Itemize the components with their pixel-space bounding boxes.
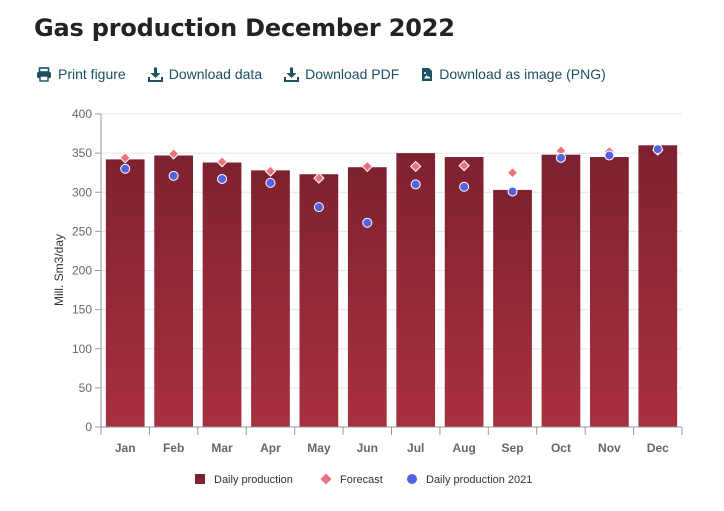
x-tick-label: Mar [211, 441, 233, 455]
bar-daily-production [396, 153, 436, 427]
image-file-icon [421, 67, 433, 82]
forecast-point [167, 148, 180, 160]
forecast-point [119, 152, 131, 164]
forecast-point [313, 172, 325, 184]
bars [105, 145, 678, 428]
x-tick-label: Oct [551, 441, 571, 455]
x-tick-label: Feb [163, 441, 184, 455]
y-tick-label: 400 [72, 107, 92, 121]
forecast-point [216, 156, 228, 168]
page-title: Gas production December 2022 [34, 14, 455, 42]
markers [119, 144, 664, 228]
download-pdf-button[interactable]: Download PDF [284, 66, 399, 82]
legend-swatch-daily-2021 [407, 474, 417, 484]
axes: 0 50 100 150 200 250 300 350 400 Jan Feb Mar Apr May J… [72, 107, 683, 455]
y-tick-label: 250 [72, 224, 92, 238]
download-icon [284, 67, 300, 82]
legend-label: Daily production [214, 474, 293, 486]
forecast-point [458, 159, 470, 172]
y-tick-label: 300 [72, 185, 92, 199]
x-tick-label: Jan [115, 441, 136, 455]
legend-swatch-daily-production [195, 474, 205, 484]
y-tick-label: 350 [72, 146, 92, 160]
bar-daily-production [541, 154, 581, 427]
y-tick-label: 200 [72, 264, 92, 278]
x-tick-label: Apr [260, 441, 281, 455]
download-data-button[interactable]: Download data [147, 66, 263, 82]
gridlines [101, 113, 682, 389]
y-tick-label: 50 [79, 381, 93, 395]
download-png-label: Download as image (PNG) [439, 66, 606, 82]
download-png-button[interactable]: Download as image (PNG) [421, 66, 606, 82]
daily-2021-point [604, 150, 615, 161]
bar-daily-production [299, 174, 339, 427]
x-tick-label: May [307, 441, 331, 455]
print-figure-label: Print figure [58, 66, 126, 82]
forecast-point [361, 160, 373, 173]
daily-2021-point [168, 170, 179, 181]
bar-daily-production [638, 145, 678, 428]
daily-2021-point [410, 179, 421, 190]
y-tick-label: 0 [85, 420, 92, 434]
bar-daily-production [493, 189, 532, 427]
download-data-label: Download data [168, 66, 263, 82]
daily-2021-point [313, 202, 324, 213]
bar-daily-production [347, 167, 387, 427]
forecast-point [506, 166, 519, 179]
bar-daily-production [444, 157, 484, 427]
print-icon [36, 66, 52, 82]
bar-daily-production [154, 155, 193, 427]
x-tick-label: Jun [357, 441, 378, 455]
legend-label: Daily production 2021 [426, 474, 532, 486]
daily-2021-point [555, 152, 566, 163]
print-figure-button[interactable]: Print figure [36, 66, 126, 82]
bar-daily-production [251, 170, 290, 427]
daily-2021-point [459, 181, 470, 192]
daily-2021-point [507, 186, 518, 197]
legend: Daily production Forecast Daily production… [195, 473, 532, 486]
x-tick-label: Jul [407, 441, 424, 455]
x-tick-label: Sep [502, 441, 524, 455]
daily-2021-point [652, 144, 663, 155]
bar-daily-production [202, 162, 242, 427]
download-pdf-label: Download PDF [305, 66, 400, 82]
legend-swatch-forecast [320, 473, 332, 485]
x-tick-label: Aug [452, 441, 475, 455]
legend-label: Forecast [340, 474, 383, 486]
bar-daily-production [105, 159, 145, 427]
daily-2021-point [265, 177, 276, 188]
daily-2021-point [362, 217, 373, 228]
forecast-point [264, 165, 277, 177]
bar-daily-production [590, 157, 629, 427]
forecast-point [410, 160, 422, 173]
y-tick-label: 150 [72, 303, 92, 317]
x-tick-label: Nov [598, 441, 621, 455]
download-icon [147, 67, 163, 82]
y-tick-label: 100 [72, 342, 92, 356]
export-toolbar: Print figure Download data Download PDF [36, 66, 606, 82]
x-tick-label: Dec [647, 441, 669, 455]
daily-2021-point [120, 163, 131, 174]
daily-2021-point [217, 173, 228, 184]
y-axis-label: Mill. Sm3/day [52, 234, 66, 306]
